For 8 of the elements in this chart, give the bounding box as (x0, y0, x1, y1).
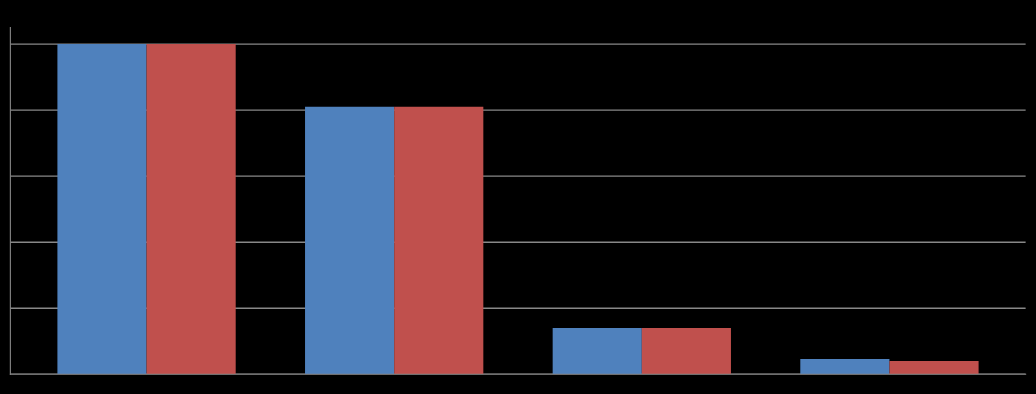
bar (552, 328, 642, 375)
bar (641, 328, 731, 375)
bar (394, 106, 484, 375)
bar (889, 361, 979, 375)
bar (57, 44, 147, 375)
bar (305, 106, 395, 375)
bar (800, 359, 890, 375)
bar (146, 44, 236, 375)
